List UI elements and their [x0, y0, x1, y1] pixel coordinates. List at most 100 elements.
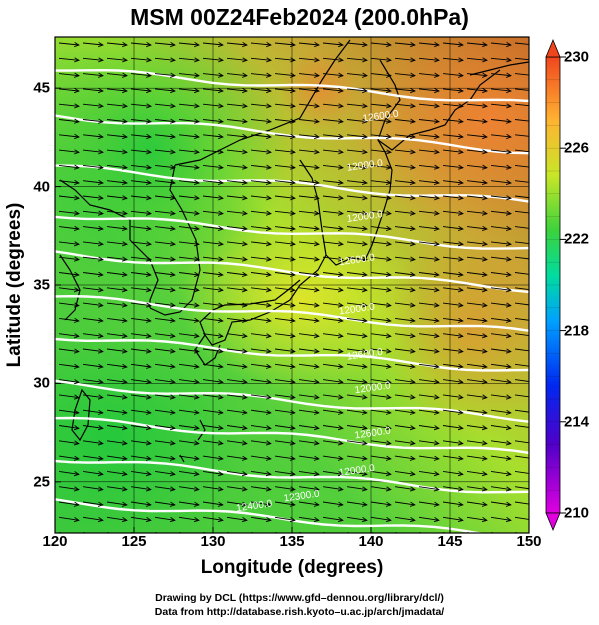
wind-arrow-shaft — [130, 195, 151, 199]
wind-arrow-shaft — [490, 287, 511, 291]
wind-arrow-shaft — [154, 363, 175, 368]
wind-arrow-shaft — [106, 73, 127, 77]
y-tick-label: 30 — [33, 374, 50, 392]
wind-arrow-shaft — [130, 440, 151, 445]
wind-arrow-head — [433, 471, 440, 477]
wind-arrow-shaft — [130, 180, 151, 184]
wind-arrow-head — [505, 333, 512, 339]
wind-arrow-shaft — [178, 164, 199, 169]
wind-arrow-head — [481, 333, 488, 339]
wind-arrow-head — [337, 348, 344, 354]
wind-arrow-shaft — [490, 88, 511, 92]
wind-arrow-shaft — [106, 455, 127, 460]
wind-arrow-head — [530, 165, 535, 169]
wind-arrow-head — [73, 195, 80, 201]
wind-arrow-head — [242, 72, 248, 78]
wind-arrow-shaft — [394, 348, 415, 353]
wind-arrow-head — [505, 195, 512, 201]
wind-arrow-shaft — [274, 226, 295, 230]
wind-arrow-shaft — [130, 486, 151, 491]
wind-arrow-head — [241, 348, 248, 354]
wind-arrow-shaft — [250, 348, 271, 353]
wind-arrow-shaft — [106, 501, 127, 506]
wind-arrow-shaft — [178, 103, 199, 107]
wind-arrow-head — [505, 379, 512, 385]
wind-arrow-head — [265, 210, 272, 216]
contour-line — [55, 215, 529, 250]
wind-arrow-head — [313, 302, 320, 308]
wind-arrow-head — [193, 195, 200, 201]
wind-arrow-head — [146, 118, 152, 124]
wind-arrow-head — [386, 133, 392, 140]
wind-arrow-shaft — [202, 256, 223, 261]
wind-arrow-head — [458, 72, 464, 78]
wind-arrow-shaft — [58, 256, 79, 261]
wind-arrow-shaft — [298, 73, 319, 77]
wind-arrow-head — [98, 118, 104, 124]
wind-arrow-shaft — [226, 241, 247, 245]
wind-arrow-shaft — [130, 302, 151, 307]
wind-arrow-head — [314, 149, 320, 155]
wind-arrow-head — [169, 409, 176, 415]
wind-arrow-head — [362, 72, 368, 78]
wind-arrow-head — [74, 118, 80, 124]
wind-arrow-head — [481, 517, 488, 523]
wind-arrow-head — [97, 256, 104, 262]
wind-arrow-head — [313, 409, 320, 415]
wind-arrow-head — [457, 409, 464, 415]
wind-arrow-head — [409, 225, 416, 232]
wind-arrow-shaft — [346, 149, 367, 153]
wind-arrow-head — [73, 517, 80, 523]
wind-arrow-head — [457, 333, 464, 339]
wind-arrow-head — [241, 256, 248, 262]
wind-arrow-shaft — [490, 180, 511, 184]
wind-arrow-head — [385, 287, 392, 293]
wind-arrow-shaft — [298, 164, 319, 169]
wind-arrow-head — [505, 348, 512, 354]
wind-arrow-head — [241, 517, 248, 523]
wind-arrow-shaft — [418, 302, 439, 307]
wind-arrow-shaft — [274, 333, 295, 337]
wind-arrow-head — [217, 210, 224, 216]
wind-arrow-shaft — [514, 73, 529, 76]
wind-arrow-shaft — [298, 119, 319, 123]
wind-arrow-head — [289, 333, 296, 339]
wind-arrow-head — [361, 287, 368, 293]
wind-arrow-head — [169, 287, 176, 293]
wind-arrow-shaft — [250, 363, 271, 368]
wind-arrow-shaft — [226, 409, 247, 414]
colorbar-max-arrow — [545, 38, 561, 58]
wind-arrow-head — [314, 103, 320, 109]
wind-arrow-head — [146, 72, 152, 78]
wind-arrow-head — [265, 394, 272, 400]
wind-arrow-head — [481, 287, 488, 293]
wind-arrow-head — [409, 317, 416, 323]
wind-arrow-head — [73, 225, 80, 232]
wind-arrow-shaft — [106, 149, 127, 153]
wind-arrow-head — [290, 103, 296, 109]
wind-arrow-head — [217, 195, 224, 201]
wind-arrow-shaft — [346, 379, 367, 383]
wind-arrow-shaft — [346, 455, 367, 460]
wind-arrow-shaft — [466, 164, 487, 169]
wind-arrow-head — [265, 409, 272, 415]
wind-arrow-head — [530, 441, 535, 445]
wind-arrow-shaft — [82, 210, 103, 215]
wind-arrow-shaft — [82, 42, 103, 46]
wind-arrow-shaft — [298, 241, 319, 245]
wind-arrow-head — [361, 195, 368, 201]
wind-arrow-shaft — [442, 409, 463, 414]
wind-arrow-shaft — [514, 103, 529, 107]
wind-arrow-shaft — [58, 195, 79, 199]
wind-arrow-head — [410, 103, 416, 109]
wind-arrow-head — [289, 486, 296, 492]
wind-arrow-head — [73, 501, 80, 507]
wind-arrow-head — [241, 179, 248, 186]
wind-arrow-head — [241, 241, 248, 247]
wind-arrow-head — [530, 104, 535, 108]
wind-arrow-head — [337, 501, 344, 507]
wind-arrow-head — [265, 179, 272, 186]
wind-arrow-head — [506, 133, 512, 140]
wind-arrow-shaft — [202, 348, 223, 353]
wind-arrow-shaft — [370, 256, 391, 261]
